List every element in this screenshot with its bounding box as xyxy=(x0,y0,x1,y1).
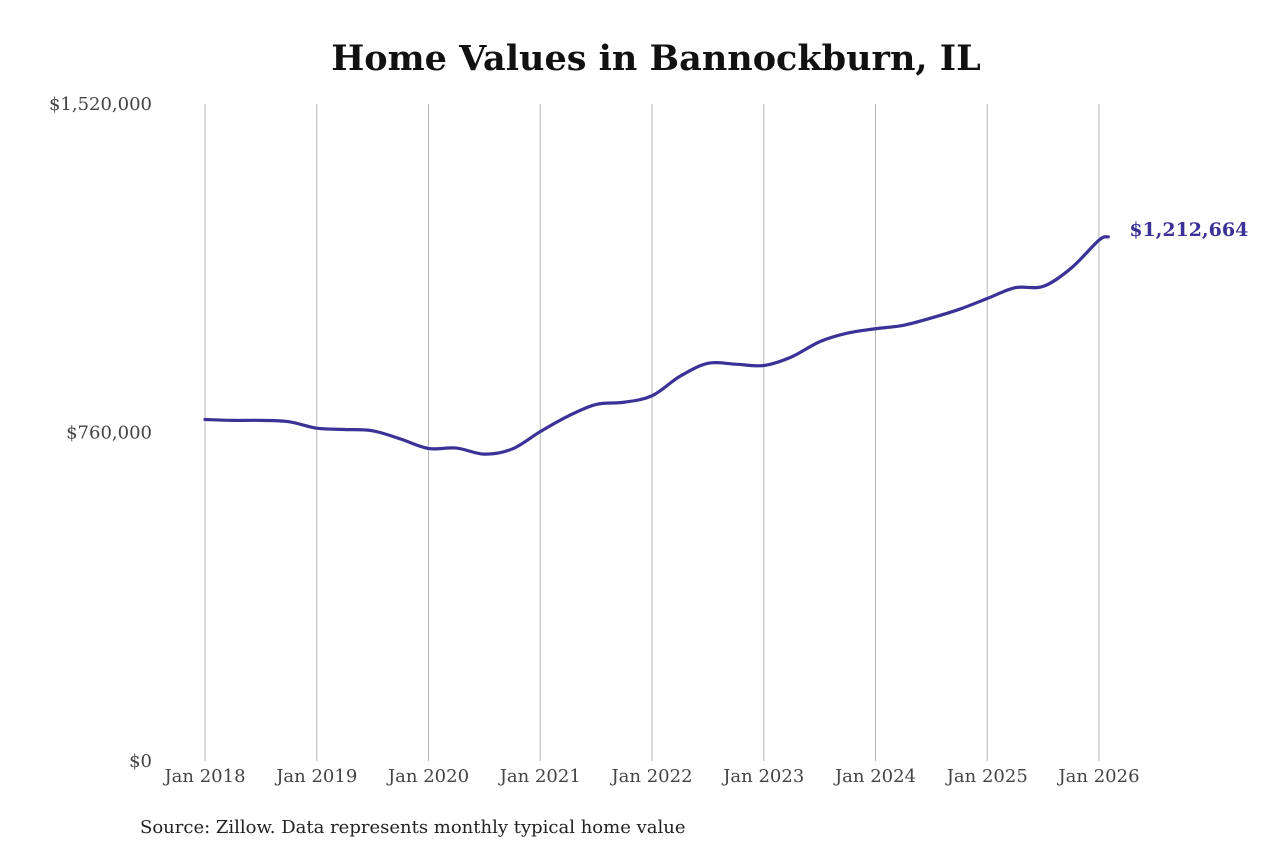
series-line xyxy=(203,235,1110,456)
series-group xyxy=(203,235,1110,456)
x-tick-label: Jan 2024 xyxy=(833,766,916,787)
x-tick-label: Jan 2026 xyxy=(1056,766,1139,787)
end-labels: $1,212,664 xyxy=(1129,219,1248,241)
y-axis: $0 $760,000 $1,520,000 xyxy=(49,94,152,772)
x-tick-label: Jan 2018 xyxy=(162,766,245,787)
end-value-label: $1,212,664 xyxy=(1129,219,1248,241)
x-tick-label: Jan 2025 xyxy=(945,766,1028,787)
x-tick-label: Jan 2022 xyxy=(609,766,692,787)
y-tick-label: $0 xyxy=(129,751,152,772)
x-tick-label: Jan 2019 xyxy=(274,766,357,787)
y-tick-label: $760,000 xyxy=(66,423,152,444)
y-tick-label: $1,520,000 xyxy=(49,94,152,115)
x-tick-label: Jan 2020 xyxy=(386,766,469,787)
vertical-gridlines xyxy=(204,104,1100,761)
source-note: Source: Zillow. Data represents monthly … xyxy=(140,817,686,838)
x-axis: Jan 2018 Jan 2019 Jan 2020 Jan 2021 Jan 2022… xyxy=(162,766,1139,787)
chart-title: Home Values in Bannockburn, IL xyxy=(331,38,981,79)
x-tick-label: Jan 2021 xyxy=(498,766,581,787)
x-tick-label: Jan 2023 xyxy=(721,766,804,787)
